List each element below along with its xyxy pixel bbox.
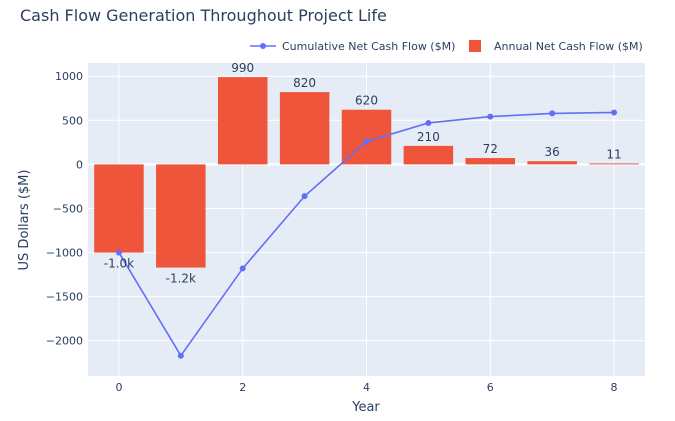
- y-axis-label: US Dollars ($M): [17, 170, 32, 271]
- line-point: [425, 119, 432, 126]
- bar-value-label: 36: [545, 145, 560, 159]
- legend-item-annual: Annual Net Cash Flow ($M): [494, 40, 643, 53]
- line-point: [239, 265, 246, 272]
- line-point: [487, 113, 494, 120]
- bar: [94, 164, 144, 253]
- bar-value-label: -1.2k: [166, 272, 196, 286]
- legend-line-marker: [260, 43, 266, 49]
- y-tick-label: −1500: [46, 291, 83, 304]
- bar: [279, 92, 330, 165]
- y-tick-label: −500: [53, 202, 83, 215]
- legend-bar-swatch: [469, 40, 481, 52]
- x-tick-label: 8: [611, 381, 618, 394]
- legend-item-cumulative: Cumulative Net Cash Flow ($M): [282, 40, 455, 53]
- bar-value-label: 72: [483, 142, 498, 156]
- y-tick-label: 1000: [55, 70, 83, 83]
- line-point: [363, 138, 370, 145]
- x-axis-label: Year: [351, 400, 380, 415]
- bar-value-label: 820: [293, 76, 316, 90]
- line-point: [115, 249, 122, 256]
- bar-value-label: 990: [231, 61, 254, 75]
- bar-value-label: 210: [417, 130, 440, 144]
- legend[interactable]: Cumulative Net Cash Flow ($M) Annual Net …: [250, 40, 643, 53]
- line-point: [549, 110, 556, 117]
- x-tick-label: 6: [487, 381, 494, 394]
- line-point: [301, 193, 308, 200]
- y-tick-label: 0: [76, 158, 83, 171]
- y-tick-label: −1000: [46, 247, 83, 260]
- y-tick-label: 500: [62, 114, 83, 127]
- line-point: [177, 352, 184, 359]
- bar: [465, 158, 516, 165]
- bar-labels: -1.0k -1.2k 990 820 620 210 72 36 11: [104, 61, 622, 285]
- bar: [527, 161, 577, 165]
- line-series: [115, 109, 618, 359]
- bar-value-label: -1.0k: [104, 257, 134, 271]
- axis-ticks: 1000 500 0 −500 −1000 −1500 −2000 0 2 4 6 8: [46, 70, 618, 394]
- bar: [589, 163, 639, 165]
- bar: [156, 164, 206, 268]
- bar-value-label: 11: [606, 147, 621, 161]
- y-tick-label: −2000: [46, 335, 83, 348]
- bar: [217, 77, 268, 165]
- bar-value-label: 620: [355, 94, 378, 108]
- x-tick-label: 4: [363, 381, 370, 394]
- bar: [403, 145, 454, 165]
- line-point: [611, 109, 618, 116]
- x-tick-label: 2: [239, 381, 246, 394]
- chart-title: Cash Flow Generation Throughout Project …: [20, 6, 387, 25]
- x-tick-label: 0: [115, 381, 122, 394]
